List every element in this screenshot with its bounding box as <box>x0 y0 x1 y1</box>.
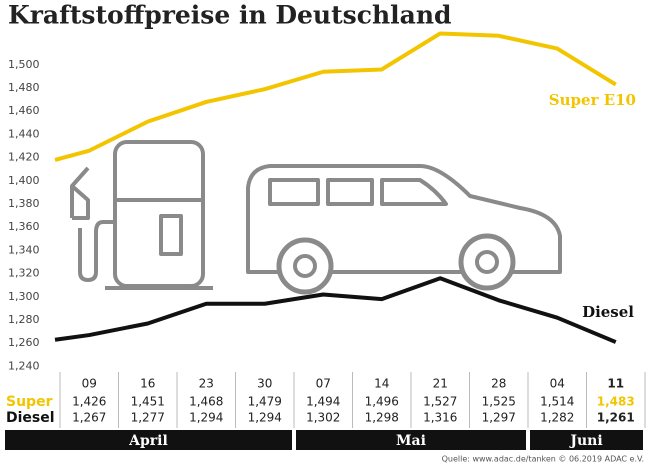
x-tick-label: 28 <box>491 377 506 391</box>
row-label: Diesel <box>6 410 55 426</box>
value-label: 1,496 <box>365 395 399 409</box>
value-label: 1,451 <box>131 395 165 409</box>
value-label: 1,294 <box>248 411 282 425</box>
car-icon <box>246 164 562 295</box>
x-tick-label: 11 <box>607 377 624 391</box>
value-label: 1,297 <box>482 411 516 425</box>
value-label: 1,483 <box>597 395 635 409</box>
y-tick-label: 1,380 <box>8 197 40 210</box>
month-bar <box>530 430 643 450</box>
value-label: 1,267 <box>72 411 106 425</box>
y-tick-label: 1,280 <box>8 313 40 326</box>
value-label: 1,525 <box>482 395 516 409</box>
month-label: April <box>128 433 168 449</box>
x-tick-label: 16 <box>140 377 155 391</box>
value-label: 1,426 <box>72 395 106 409</box>
x-tick-label: 21 <box>433 377 448 391</box>
month-label: Juni <box>568 433 602 449</box>
value-label: 1,261 <box>597 411 635 425</box>
x-tick-label: 14 <box>374 377 389 391</box>
y-tick-label: 1,480 <box>8 81 40 94</box>
month-label: Mai <box>396 433 426 449</box>
x-tick-label: 07 <box>316 377 331 391</box>
value-label: 1,514 <box>540 395 574 409</box>
series-line <box>54 31 617 162</box>
chart-title: Kraftstoffpreise in Deutschland <box>8 1 451 30</box>
pump-icon <box>70 140 213 290</box>
value-label: 1,527 <box>423 395 457 409</box>
x-tick-label: 23 <box>199 377 214 391</box>
value-label: 1,302 <box>306 411 340 425</box>
value-label: 1,298 <box>365 411 399 425</box>
legend-label: Super E10 <box>549 91 636 109</box>
y-tick-label: 1,240 <box>8 359 40 372</box>
y-tick-label: 1,260 <box>8 336 40 349</box>
value-label: 1,277 <box>131 411 165 425</box>
value-label: 1,294 <box>189 411 223 425</box>
value-label: 1,316 <box>423 411 457 425</box>
series-line <box>54 276 617 344</box>
x-tick-label: 09 <box>82 377 97 391</box>
row-label: Super <box>6 394 53 410</box>
x-tick-label: 30 <box>257 377 272 391</box>
month-bar <box>296 430 526 450</box>
source: Quelle: www.adac.de/tanken © 06.2019 ADA… <box>442 455 644 464</box>
value-label: 1,282 <box>540 411 574 425</box>
y-tick-label: 1,360 <box>8 220 40 233</box>
y-tick-label: 1,400 <box>8 174 40 187</box>
value-label: 1,494 <box>306 395 340 409</box>
value-label: 1,468 <box>189 395 223 409</box>
x-tick-label: 04 <box>550 377 565 391</box>
y-tick-label: 1,320 <box>8 267 40 280</box>
y-tick-label: 1,460 <box>8 104 40 117</box>
legend-label: Diesel <box>582 303 634 321</box>
y-tick-label: 1,440 <box>8 127 40 140</box>
y-tick-label: 1,340 <box>8 243 40 256</box>
y-tick-label: 1,300 <box>8 290 40 303</box>
value-label: 1,479 <box>248 395 282 409</box>
month-bar <box>5 430 292 450</box>
y-tick-label: 1,420 <box>8 151 40 164</box>
y-tick-label: 1,500 <box>8 58 40 71</box>
